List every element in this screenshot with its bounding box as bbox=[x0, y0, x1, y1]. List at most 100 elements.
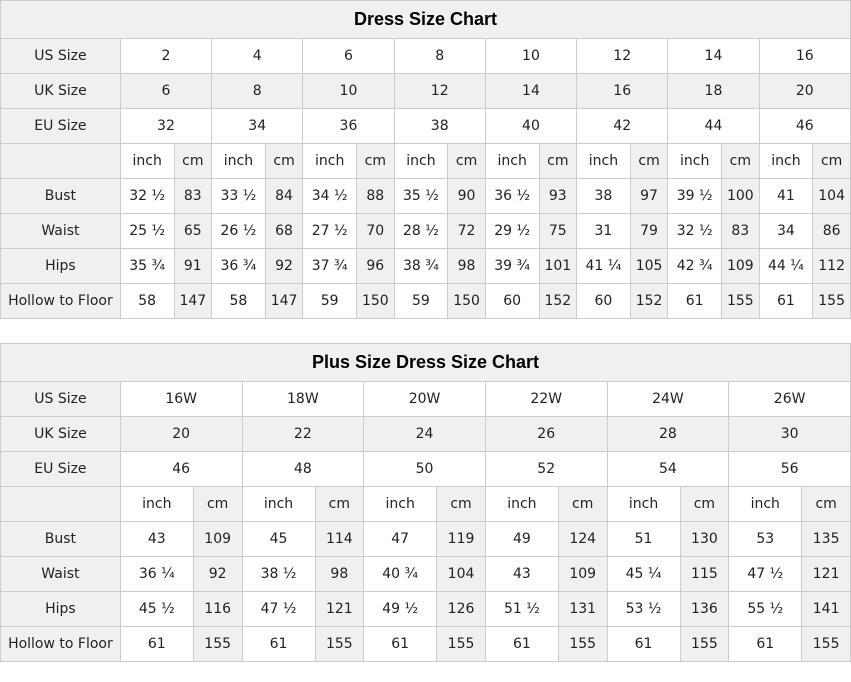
measurement-inch-cell: 61 bbox=[119, 626, 194, 662]
measurement-cm-cell: 130 bbox=[679, 521, 730, 557]
unit-cm-header: cm bbox=[629, 143, 669, 179]
size-value-cell: 48 bbox=[241, 451, 365, 487]
unit-inch-header: inch bbox=[484, 143, 540, 179]
measurement-inch-cell: 26 ½ bbox=[211, 213, 266, 249]
measurement-cm-cell: 105 bbox=[629, 248, 669, 284]
size-value-cell: 14 bbox=[667, 38, 760, 74]
row-label: EU Size bbox=[0, 108, 121, 144]
chart-title: Plus Size Dress Size Chart bbox=[0, 343, 851, 382]
size-value-cell: 18W bbox=[241, 381, 365, 417]
measurement-cm-cell: 155 bbox=[314, 626, 365, 662]
measurement-cm-cell: 72 bbox=[447, 213, 486, 249]
measurement-cm-cell: 75 bbox=[538, 213, 578, 249]
measurement-inch-cell: 58 bbox=[211, 283, 266, 319]
measurement-inch-cell: 45 bbox=[241, 521, 316, 557]
measurement-row: Hollow to Floor 61 155 61 155 61 155 61 155 61 155… bbox=[0, 626, 851, 662]
measurement-cm-cell: 155 bbox=[557, 626, 608, 662]
measurement-inch-cell: 55 ½ bbox=[728, 591, 803, 627]
measurement-cm-cell: 114 bbox=[314, 521, 365, 557]
size-value-cell: 12 bbox=[393, 73, 486, 109]
measurement-cm-cell: 92 bbox=[264, 248, 304, 284]
unit-inch-header: inch bbox=[484, 486, 559, 522]
measurement-inch-cell: 38 bbox=[576, 178, 631, 214]
measurement-inch-cell: 43 bbox=[484, 556, 559, 592]
measurement-inch-cell: 47 bbox=[363, 521, 438, 557]
size-value-cell: 36 bbox=[302, 108, 395, 144]
dress-size-chart-table: Dress Size Chart US Size 2 4 6 8 10 12 14 16 UK Si… bbox=[0, 0, 851, 319]
measurement-cm-cell: 98 bbox=[447, 248, 486, 284]
unit-inch-header: inch bbox=[302, 143, 358, 179]
measurement-inch-cell: 61 bbox=[241, 626, 316, 662]
measurement-inch-cell: 39 ½ bbox=[667, 178, 723, 214]
size-value-cell: 4 bbox=[211, 38, 304, 74]
measurement-inch-cell: 53 ½ bbox=[606, 591, 681, 627]
unit-header-row: inch cm inch cm inch cm inch cm inch cm inch cm inch… bbox=[0, 143, 851, 179]
size-value-cell: 46 bbox=[758, 108, 851, 144]
unit-cm-header: cm bbox=[264, 143, 304, 179]
measurement-cm-cell: 109 bbox=[721, 248, 760, 284]
unit-inch-header: inch bbox=[606, 486, 681, 522]
measurement-inch-cell: 32 ½ bbox=[667, 213, 723, 249]
size-value-cell: 16 bbox=[758, 38, 851, 74]
measurement-cm-cell: 86 bbox=[812, 213, 851, 249]
row-label: Hollow to Floor bbox=[0, 626, 121, 662]
measurement-inch-cell: 61 bbox=[667, 283, 723, 319]
measurement-inch-cell: 45 ¼ bbox=[606, 556, 681, 592]
unit-cm-header: cm bbox=[812, 143, 851, 179]
measurement-cm-cell: 68 bbox=[264, 213, 304, 249]
unit-cm-header: cm bbox=[173, 143, 213, 179]
row-label: Hollow to Floor bbox=[0, 283, 121, 319]
row-label: Bust bbox=[0, 521, 121, 557]
size-row: US Size 16W 18W 20W 22W 24W 26W bbox=[0, 381, 851, 417]
measurement-inch-cell: 44 ¼ bbox=[758, 248, 814, 284]
measurement-inch-cell: 38 ¾ bbox=[393, 248, 449, 284]
size-value-cell: 42 bbox=[576, 108, 669, 144]
measurement-cm-cell: 152 bbox=[629, 283, 669, 319]
measurement-inch-cell: 36 ½ bbox=[484, 178, 540, 214]
measurement-cm-cell: 93 bbox=[538, 178, 578, 214]
size-value-cell: 32 bbox=[119, 108, 213, 144]
measurement-cm-cell: 121 bbox=[801, 556, 851, 592]
row-label: UK Size bbox=[0, 416, 121, 452]
measurement-inch-cell: 27 ½ bbox=[302, 213, 358, 249]
size-value-cell: 14 bbox=[484, 73, 578, 109]
size-value-cell: 20W bbox=[363, 381, 486, 417]
measurement-cm-cell: 150 bbox=[356, 283, 395, 319]
corner-cell bbox=[0, 486, 121, 522]
measurement-inch-cell: 43 bbox=[119, 521, 194, 557]
unit-inch-header: inch bbox=[119, 486, 194, 522]
measurement-inch-cell: 42 ¾ bbox=[667, 248, 723, 284]
size-value-cell: 50 bbox=[363, 451, 486, 487]
unit-cm-header: cm bbox=[356, 143, 395, 179]
unit-cm-header: cm bbox=[679, 486, 730, 522]
size-value-cell: 26 bbox=[484, 416, 608, 452]
measurement-cm-cell: 147 bbox=[264, 283, 304, 319]
measurement-cm-cell: 116 bbox=[192, 591, 243, 627]
measurement-inch-cell: 61 bbox=[606, 626, 681, 662]
measurement-inch-cell: 47 ½ bbox=[728, 556, 803, 592]
unit-inch-header: inch bbox=[211, 143, 266, 179]
measurement-inch-cell: 37 ¾ bbox=[302, 248, 358, 284]
unit-cm-header: cm bbox=[314, 486, 365, 522]
measurement-inch-cell: 35 ½ bbox=[393, 178, 449, 214]
size-value-cell: 46 bbox=[119, 451, 243, 487]
measurement-cm-cell: 155 bbox=[812, 283, 851, 319]
measurement-cm-cell: 98 bbox=[314, 556, 365, 592]
measurement-inch-cell: 61 bbox=[484, 626, 559, 662]
size-value-cell: 12 bbox=[576, 38, 669, 74]
measurement-inch-cell: 60 bbox=[576, 283, 631, 319]
size-value-cell: 20 bbox=[119, 416, 243, 452]
measurement-inch-cell: 47 ½ bbox=[241, 591, 316, 627]
unit-inch-header: inch bbox=[241, 486, 316, 522]
unit-cm-header: cm bbox=[721, 143, 760, 179]
size-value-cell: 8 bbox=[393, 38, 486, 74]
row-label: Bust bbox=[0, 178, 121, 214]
size-value-cell: 22W bbox=[484, 381, 608, 417]
measurement-cm-cell: 155 bbox=[721, 283, 760, 319]
measurement-cm-cell: 91 bbox=[173, 248, 213, 284]
measurement-inch-cell: 32 ½ bbox=[119, 178, 175, 214]
size-value-cell: 10 bbox=[302, 73, 395, 109]
measurement-inch-cell: 36 ¾ bbox=[211, 248, 266, 284]
measurement-inch-cell: 28 ½ bbox=[393, 213, 449, 249]
